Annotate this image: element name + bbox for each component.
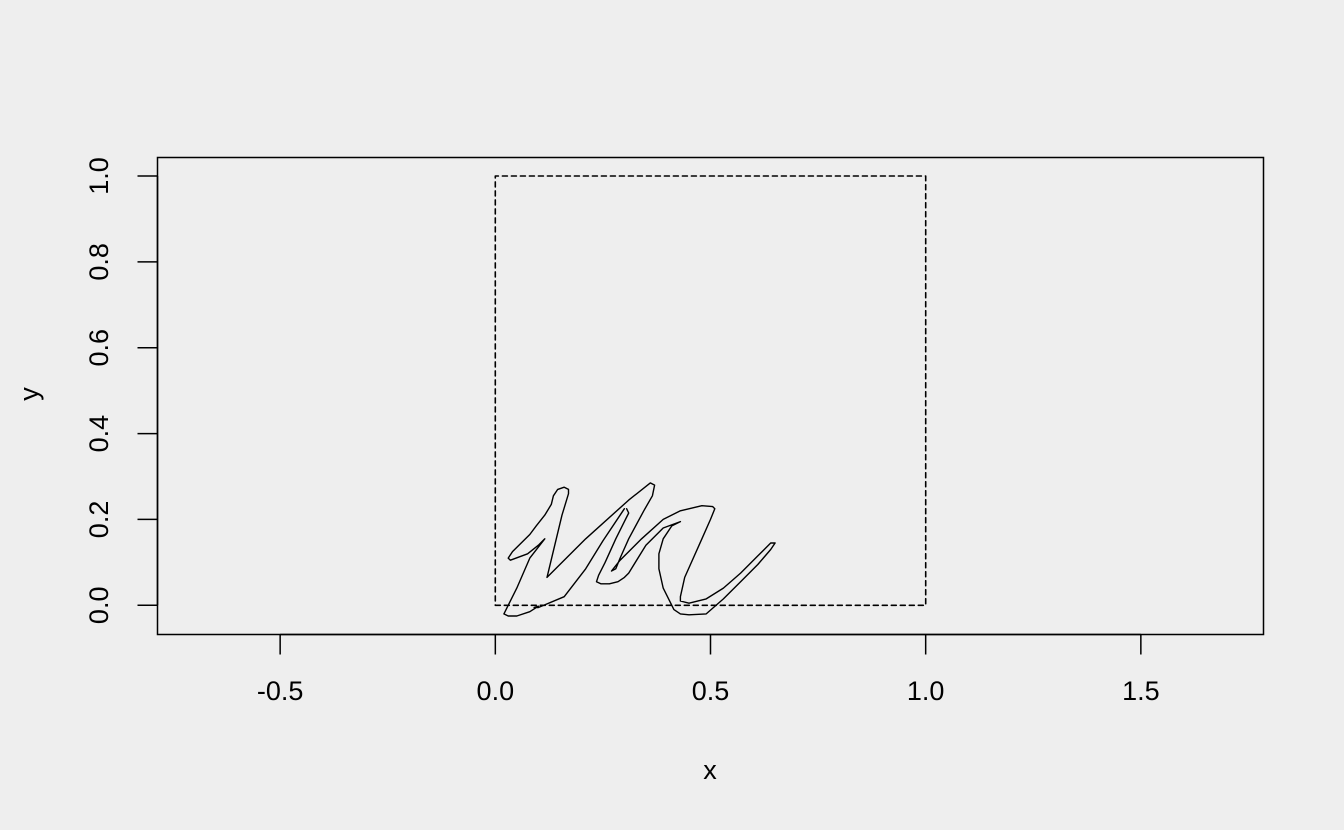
y-tick-label: 0.6 xyxy=(84,329,114,367)
x-tick-label: 1.5 xyxy=(1122,676,1160,706)
x-tick-label: 0.5 xyxy=(692,676,730,706)
series-line-dashed xyxy=(494,175,927,607)
x-tick-label: 0.0 xyxy=(477,676,515,706)
x-axis: -0.5 0.0 0.5 1.0 1.5 xyxy=(257,633,1160,706)
x-axis-label: x xyxy=(703,755,717,785)
series-layer xyxy=(494,175,927,617)
plot-frame xyxy=(156,156,1265,636)
y-tick-label: 0.4 xyxy=(84,415,114,453)
y-tick-label: 0.8 xyxy=(84,243,114,281)
x-tick-label: -0.5 xyxy=(257,676,304,706)
series-line-solid xyxy=(503,482,776,617)
y-axis-label: y xyxy=(14,387,44,401)
y-tick-label: 1.0 xyxy=(84,157,114,195)
x-tick-label: 1.0 xyxy=(907,676,945,706)
y-tick-label: 0.0 xyxy=(84,587,114,625)
y-tick-label: 0.2 xyxy=(84,501,114,539)
